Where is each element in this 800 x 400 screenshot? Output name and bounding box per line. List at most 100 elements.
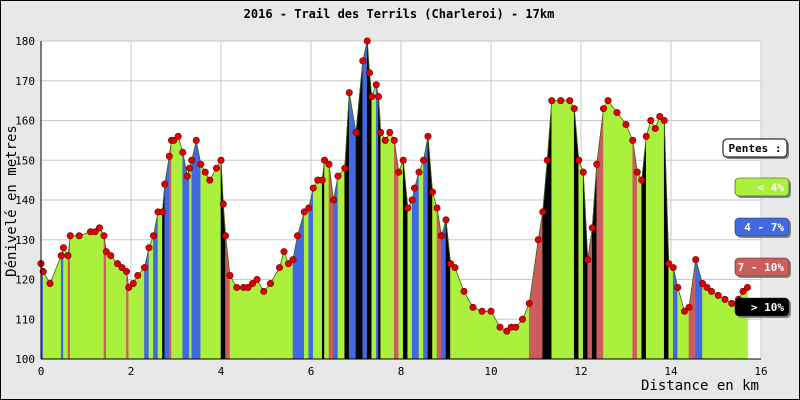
slope-segment-gentle bbox=[706, 286, 712, 360]
data-point bbox=[159, 208, 167, 216]
slope-segment-very-steep bbox=[369, 72, 373, 360]
data-point bbox=[134, 272, 142, 280]
slope-segment-gentle bbox=[450, 262, 456, 360]
slope-segment-gentle bbox=[99, 226, 105, 360]
slope-segment-very-steep bbox=[378, 96, 382, 360]
x-tick-label: 10 bbox=[484, 365, 497, 378]
slope-segment-gentle bbox=[578, 160, 584, 360]
slope-segment-gentle bbox=[398, 160, 404, 360]
data-point bbox=[197, 160, 205, 168]
data-point bbox=[329, 196, 337, 204]
data-point bbox=[217, 156, 225, 164]
slope-segment-gentle bbox=[472, 306, 483, 360]
y-tick-label: 140 bbox=[15, 194, 35, 207]
slope-segment-gentle bbox=[603, 99, 609, 360]
data-point bbox=[469, 303, 477, 311]
data-point bbox=[341, 164, 349, 172]
slope-segment-gentle bbox=[312, 178, 319, 360]
data-point bbox=[206, 176, 214, 184]
data-point bbox=[707, 287, 715, 295]
data-point bbox=[275, 264, 283, 272]
data-point bbox=[141, 264, 149, 272]
slope-segment-gentle bbox=[117, 262, 123, 360]
data-point bbox=[399, 156, 407, 164]
data-point bbox=[359, 57, 367, 65]
slope-segment-gentle bbox=[157, 211, 163, 360]
y-tick-label: 160 bbox=[15, 115, 35, 128]
data-point bbox=[201, 168, 209, 176]
data-point bbox=[284, 260, 292, 268]
data-point bbox=[703, 283, 711, 291]
x-tick-label: 14 bbox=[664, 365, 678, 378]
data-point bbox=[433, 204, 441, 212]
slope-segment-gentle bbox=[189, 160, 193, 360]
data-point bbox=[372, 81, 380, 89]
slope-segment-moderate bbox=[333, 176, 339, 360]
data-point bbox=[219, 200, 227, 208]
slope-segment-steep bbox=[168, 140, 172, 360]
y-axis-label: Dénivelé en metres bbox=[4, 125, 20, 277]
data-point bbox=[579, 168, 587, 176]
slope-segment-gentle bbox=[659, 115, 665, 360]
slope-segment-gentle bbox=[324, 159, 330, 360]
data-point bbox=[548, 97, 556, 105]
data-point bbox=[233, 283, 241, 291]
slope-segment-gentle bbox=[171, 140, 175, 360]
data-point bbox=[638, 176, 646, 184]
data-point bbox=[604, 97, 612, 105]
slope-segment-gentle bbox=[204, 171, 211, 360]
data-point bbox=[368, 93, 376, 101]
slope-segment-gentle bbox=[263, 282, 271, 360]
slope-segment-gentle bbox=[724, 298, 733, 360]
data-point bbox=[496, 323, 504, 331]
data-point bbox=[518, 315, 526, 323]
data-point bbox=[633, 168, 641, 176]
data-point bbox=[244, 283, 252, 291]
slope-segment-very-steep bbox=[321, 160, 325, 360]
slope-segment-moderate bbox=[423, 136, 429, 360]
slope-segment-gentle bbox=[384, 131, 391, 360]
data-point bbox=[534, 236, 542, 244]
slope-segment-gentle bbox=[69, 235, 80, 360]
slope-segment-gentle bbox=[717, 294, 726, 360]
data-point bbox=[123, 268, 131, 276]
y-tick-label: 100 bbox=[15, 353, 35, 366]
data-point bbox=[543, 156, 551, 164]
slope-segment-gentle bbox=[418, 160, 424, 360]
data-point bbox=[352, 128, 360, 136]
slope-segment-gentle bbox=[121, 266, 127, 360]
y-tick-label: 150 bbox=[15, 154, 35, 167]
slope-segment-gentle bbox=[650, 119, 656, 360]
data-point bbox=[728, 299, 736, 307]
data-point bbox=[599, 105, 607, 113]
data-point bbox=[309, 184, 317, 192]
legend-label: > 10% bbox=[751, 301, 784, 314]
data-point bbox=[665, 260, 673, 268]
data-point bbox=[186, 164, 194, 172]
data-point bbox=[588, 224, 596, 232]
slope-segment-gentle bbox=[684, 306, 690, 360]
data-point bbox=[390, 136, 398, 144]
slope-segment-gentle bbox=[137, 266, 145, 360]
slope-segment-gentle bbox=[371, 84, 377, 360]
legend-swatch bbox=[734, 177, 790, 197]
slope-segment-gentle bbox=[243, 287, 249, 360]
legend-label: 7 - 10% bbox=[738, 261, 785, 274]
data-points bbox=[37, 37, 751, 335]
data-point bbox=[334, 172, 342, 180]
data-point bbox=[566, 97, 574, 105]
data-point bbox=[395, 168, 403, 176]
slope-segment-gentle bbox=[236, 287, 244, 360]
data-point bbox=[424, 132, 432, 140]
data-point bbox=[249, 279, 257, 287]
slope-segment-gentle bbox=[389, 131, 395, 360]
data-point bbox=[260, 287, 268, 295]
slope-segment-gentle bbox=[105, 251, 112, 360]
data-point bbox=[318, 176, 326, 184]
y-tick-label: 130 bbox=[15, 234, 35, 247]
data-point bbox=[419, 156, 427, 164]
slope-segment-gentle bbox=[560, 100, 571, 360]
data-point bbox=[660, 117, 668, 125]
